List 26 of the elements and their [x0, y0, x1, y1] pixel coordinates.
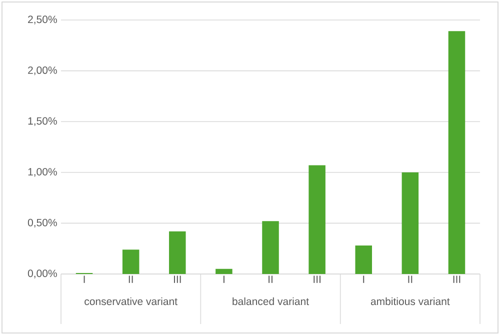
y-tick-label: 1,00%	[28, 168, 57, 177]
bar	[216, 268, 232, 274]
x-tick-label: II	[408, 276, 412, 283]
bar	[402, 172, 419, 274]
x-tick-label: III	[174, 276, 181, 283]
y-tick-label: 1,50%	[28, 117, 57, 126]
x-tick-label: III	[453, 276, 460, 283]
x-tick-label: I	[223, 276, 224, 283]
x-tick-label: I	[84, 276, 85, 283]
y-tick-label: 2,00%	[28, 66, 57, 76]
x-tick-label: I	[363, 276, 364, 283]
x-tick-label: III	[314, 276, 320, 283]
bar	[448, 31, 466, 274]
text: balanced variant	[232, 297, 309, 306]
bar	[262, 221, 279, 274]
y-tick-label: 2,50%	[28, 16, 57, 24]
bar	[169, 231, 186, 274]
bar	[122, 250, 140, 274]
bar	[308, 165, 326, 274]
y-tick-label: 0,00%	[28, 270, 57, 278]
y-tick-label: 0,50%	[28, 218, 57, 228]
text: conservative variant	[84, 297, 178, 306]
x-tick-label: II	[268, 276, 272, 283]
bar	[355, 246, 372, 274]
text: ambitious variant	[370, 297, 450, 306]
x-tick-label: II	[128, 276, 133, 283]
